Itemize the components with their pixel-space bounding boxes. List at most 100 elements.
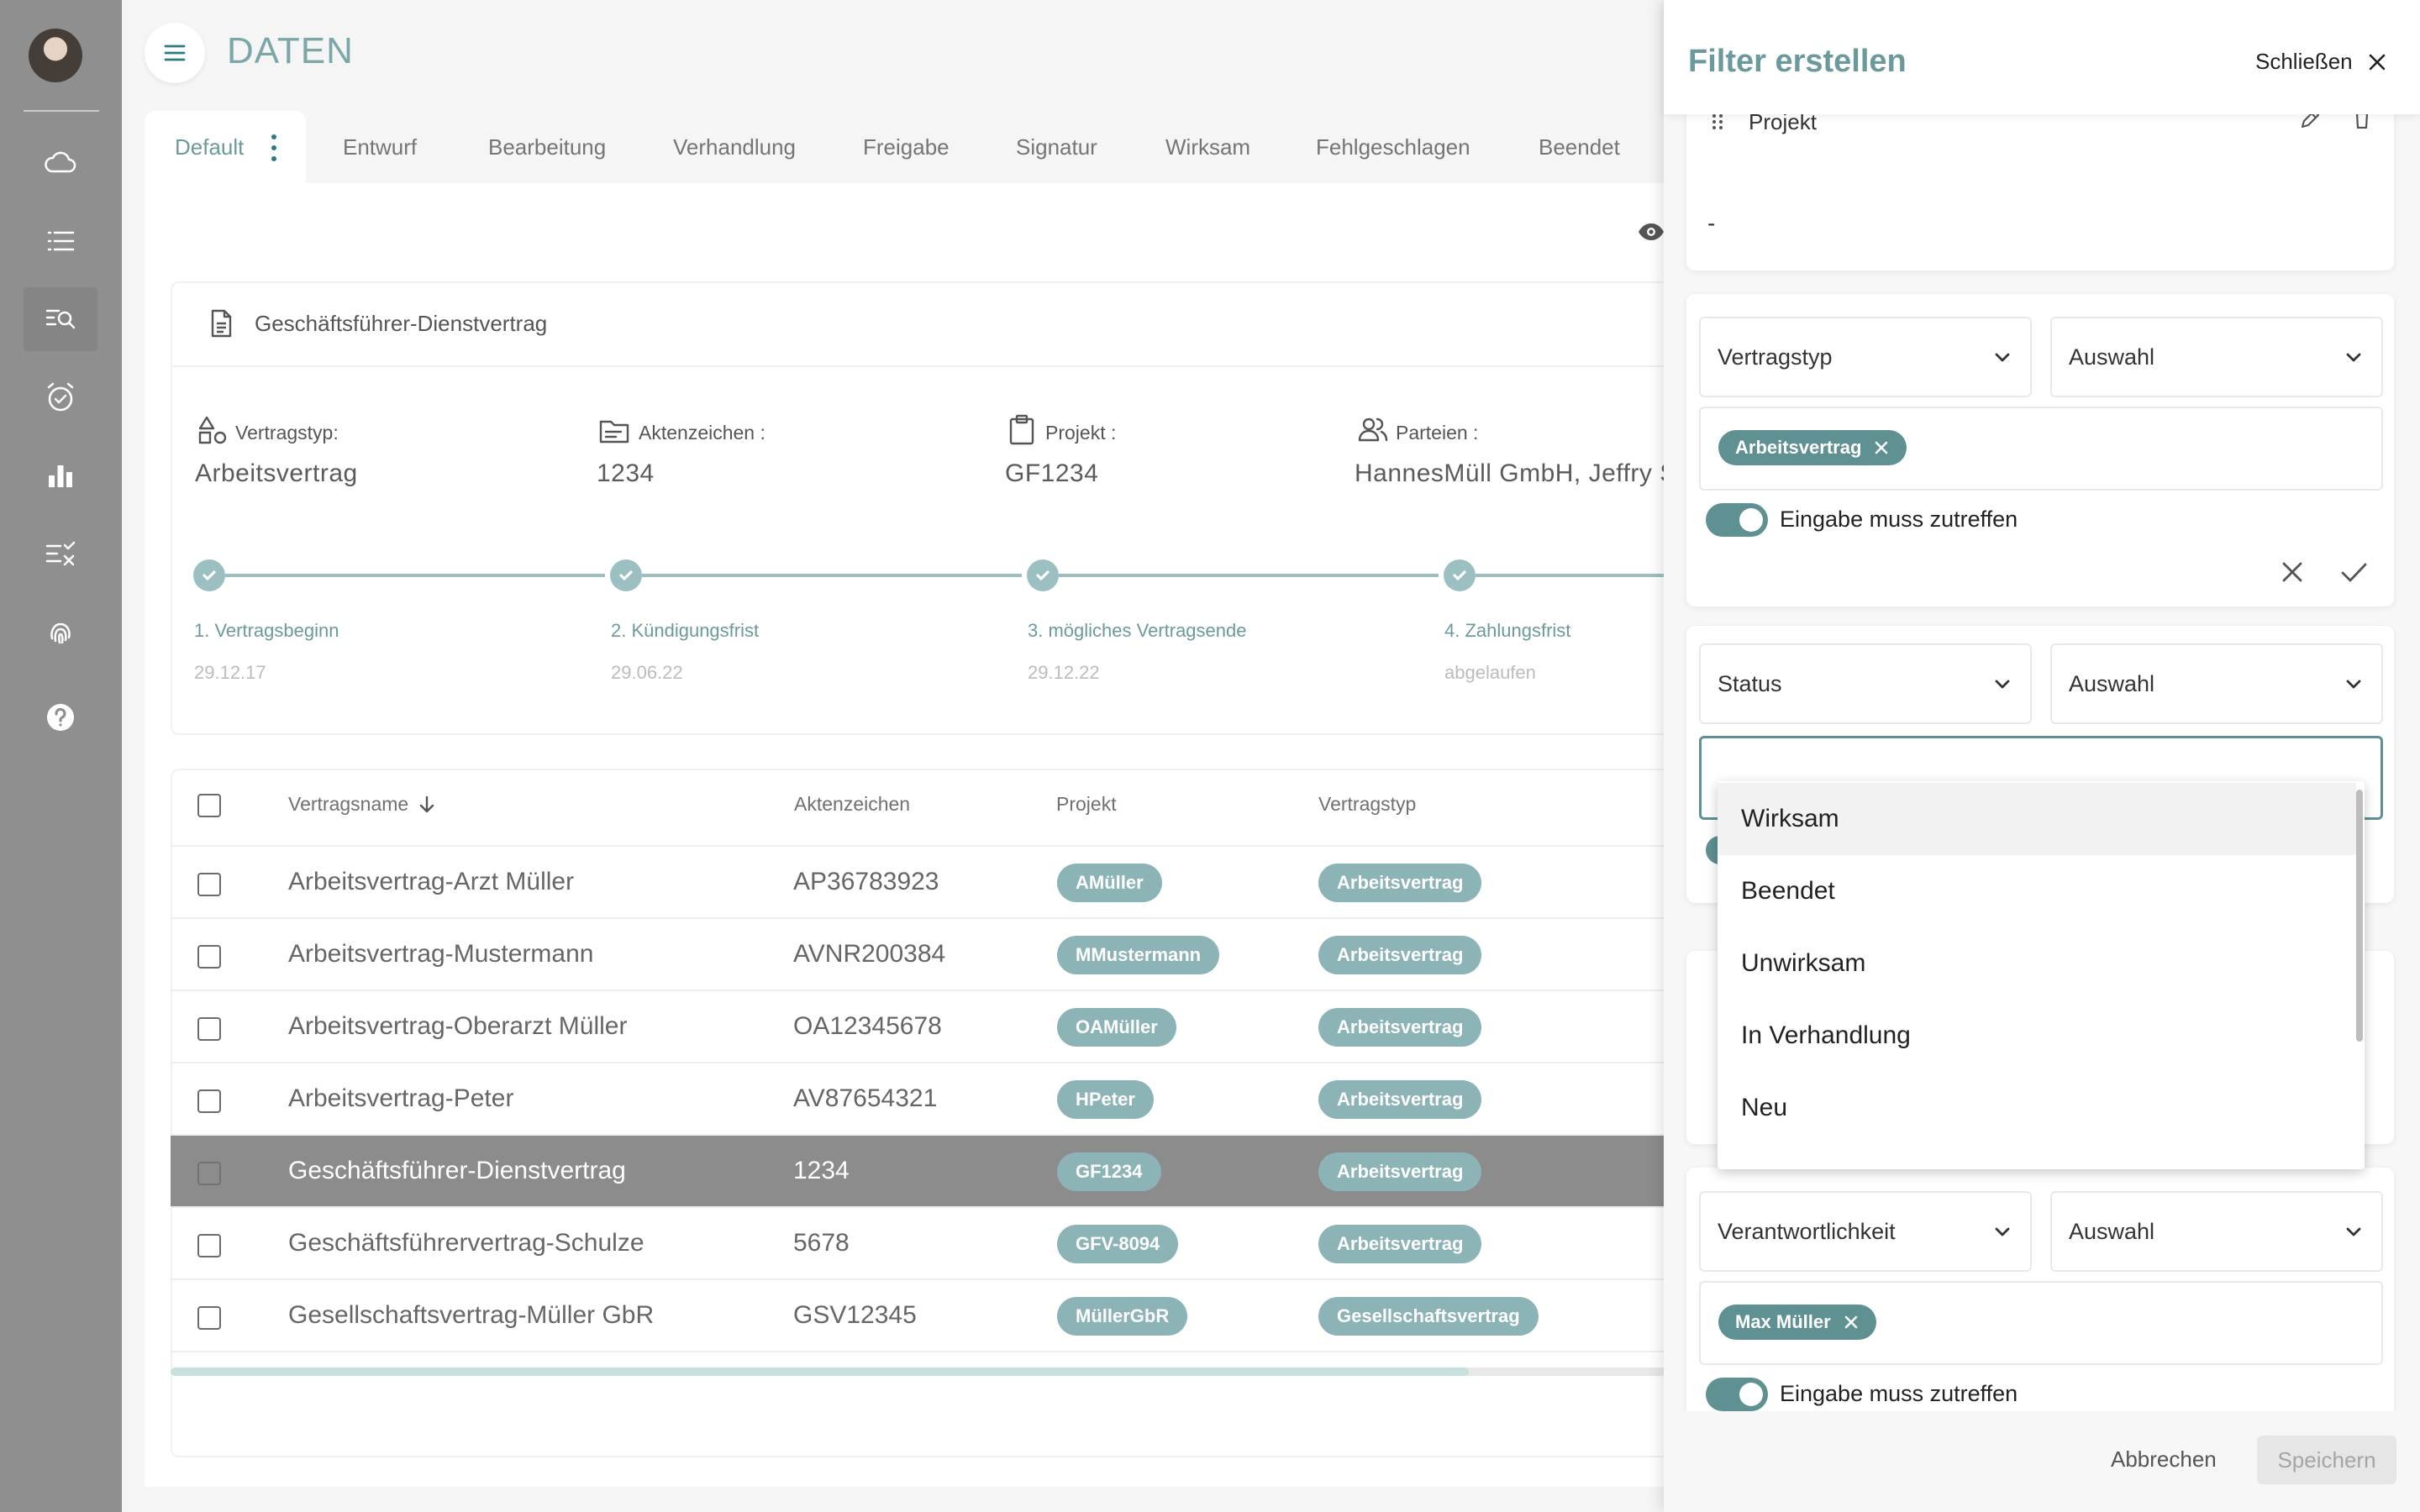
sidebar-item-help[interactable] bbox=[24, 685, 97, 749]
drag-handle-icon[interactable] bbox=[1711, 112, 1724, 132]
tab-options-icon[interactable] bbox=[266, 134, 282, 161]
check-icon bbox=[619, 570, 633, 580]
match-toggle[interactable] bbox=[1706, 1378, 1768, 1411]
sidebar-item-cloud[interactable] bbox=[24, 131, 97, 195]
dropdown-option[interactable]: Wirksam bbox=[1718, 783, 2356, 855]
check-icon bbox=[1453, 570, 1466, 580]
sidebar-item-reports[interactable] bbox=[24, 444, 97, 507]
project-badge: HPeter bbox=[1057, 1080, 1154, 1119]
timeline-step-2 bbox=[610, 559, 642, 591]
field-select-verantwortlichkeit[interactable]: Verantwortlichkeit bbox=[1699, 1191, 2032, 1272]
sidebar-item-deadlines[interactable] bbox=[24, 365, 97, 429]
dropdown-scrollbar[interactable] bbox=[2356, 790, 2363, 1042]
row-checkbox[interactable] bbox=[197, 1306, 221, 1330]
confirm-icon[interactable] bbox=[2339, 559, 2368, 585]
tab-entwurf[interactable]: Entwurf bbox=[343, 134, 418, 160]
timeline-label: 1. Vertragsbeginn bbox=[194, 620, 339, 641]
value-chip[interactable]: Arbeitsvertrag bbox=[1718, 430, 1907, 465]
sidebar-item-list[interactable] bbox=[24, 209, 97, 273]
dropdown-option[interactable]: Unwirksam bbox=[1741, 949, 1866, 977]
chip-label: Max Müller bbox=[1735, 1311, 1831, 1332]
cell-vertragsname: Gesellschaftsvertrag-Müller GbR bbox=[288, 1301, 655, 1329]
user-avatar[interactable] bbox=[29, 29, 82, 82]
field-select-status[interactable]: Status bbox=[1699, 643, 2032, 724]
column-header-vertragstyp[interactable]: Vertragstyp bbox=[1318, 793, 1417, 815]
timeline-date: 29.12.22 bbox=[1028, 662, 1100, 683]
table-row[interactable] bbox=[171, 847, 1683, 919]
menu-button[interactable] bbox=[145, 23, 205, 83]
bar-chart-icon bbox=[49, 465, 72, 487]
field-value-vertragstyp: Arbeitsvertrag bbox=[195, 459, 358, 487]
clipboard-icon bbox=[1005, 413, 1039, 447]
timeline-segment bbox=[225, 574, 605, 577]
operator-select-status[interactable]: Auswahl bbox=[2050, 643, 2383, 724]
operator-select-vertragstyp[interactable]: Auswahl bbox=[2050, 317, 2383, 397]
row-checkbox[interactable] bbox=[197, 873, 221, 896]
cancel-button[interactable]: Abbrechen bbox=[2111, 1446, 2217, 1472]
tab-beendet[interactable]: Beendet bbox=[1539, 134, 1620, 160]
row-checkbox[interactable] bbox=[197, 1089, 221, 1113]
row-checkbox[interactable] bbox=[197, 1162, 221, 1185]
cell-vertragsname: Arbeitsvertrag-Mustermann bbox=[288, 940, 594, 968]
select-value: Auswahl bbox=[2069, 344, 2155, 370]
select-value: Vertragstyp bbox=[1718, 344, 1833, 370]
sidebar-item-search[interactable] bbox=[24, 287, 97, 351]
cell-vertragsname: Geschäftsführer-Dienstvertrag bbox=[288, 1157, 626, 1184]
dropdown-option[interactable]: Neu bbox=[1741, 1094, 1788, 1121]
value-chip[interactable]: Max Müller bbox=[1718, 1305, 1876, 1340]
timeline-step-4 bbox=[1444, 559, 1476, 591]
chip-label: Arbeitsvertrag bbox=[1735, 437, 1862, 458]
horizontal-scrollbar-thumb[interactable] bbox=[171, 1368, 1469, 1376]
cell-aktenzeichen: GSV12345 bbox=[793, 1301, 917, 1329]
tab-freigabe[interactable]: Freigabe bbox=[863, 134, 950, 160]
eye-icon[interactable] bbox=[1637, 220, 1665, 244]
tab-fehlgeschlagen[interactable]: Fehlgeschlagen bbox=[1316, 134, 1470, 160]
save-button[interactable]: Speichern bbox=[2257, 1436, 2396, 1484]
field-select-vertragstyp[interactable]: Vertragstyp bbox=[1699, 317, 2032, 397]
select-all-checkbox[interactable] bbox=[197, 794, 221, 817]
alarm-check-icon bbox=[47, 382, 74, 412]
cell-aktenzeichen: AP36783923 bbox=[793, 868, 939, 895]
dropdown-option[interactable]: Beendet bbox=[1741, 877, 1835, 905]
timeline-segment bbox=[642, 574, 1022, 577]
column-header-vertragsname[interactable]: Vertragsname bbox=[288, 793, 435, 816]
tab-bearbeitung[interactable]: Bearbeitung bbox=[488, 134, 607, 160]
sidebar-item-tasks[interactable] bbox=[24, 522, 97, 585]
table-row[interactable] bbox=[171, 1063, 1683, 1136]
cell-vertragsname: Arbeitsvertrag-Arzt Müller bbox=[288, 868, 575, 895]
chevron-down-icon bbox=[2346, 353, 2361, 362]
filter-value: - bbox=[1707, 210, 1716, 236]
table-row[interactable] bbox=[171, 1208, 1683, 1280]
row-checkbox[interactable] bbox=[197, 1234, 221, 1257]
row-checkbox[interactable] bbox=[197, 1017, 221, 1041]
table-row[interactable] bbox=[171, 919, 1683, 991]
row-checkbox[interactable] bbox=[197, 945, 221, 969]
close-button[interactable]: Schließen bbox=[2255, 49, 2386, 75]
select-value: Auswahl bbox=[2069, 670, 2155, 696]
type-badge: Gesellschaftsvertrag bbox=[1318, 1297, 1539, 1336]
tab-signatur[interactable]: Signatur bbox=[1016, 134, 1097, 160]
table-row[interactable] bbox=[171, 991, 1683, 1063]
tab-verhandlung[interactable]: Verhandlung bbox=[673, 134, 797, 160]
tab-default[interactable] bbox=[145, 111, 306, 185]
table-header-divider bbox=[171, 845, 1683, 847]
column-header-projekt[interactable]: Projekt bbox=[1056, 793, 1117, 815]
project-badge: GF1234 bbox=[1057, 1152, 1161, 1191]
discard-icon[interactable] bbox=[2279, 559, 2306, 585]
tab-wirksam[interactable]: Wirksam bbox=[1165, 134, 1251, 160]
chevron-down-icon bbox=[2346, 680, 2361, 689]
dropdown-option[interactable]: In Verhandlung bbox=[1741, 1021, 1911, 1049]
column-header-aktenzeichen[interactable]: Aktenzeichen bbox=[794, 793, 911, 815]
tab-default-label[interactable]: Default bbox=[175, 134, 245, 160]
type-badge: Arbeitsvertrag bbox=[1318, 936, 1482, 974]
sidebar-item-signature[interactable] bbox=[24, 600, 97, 664]
match-toggle[interactable] bbox=[1706, 503, 1768, 537]
cell-aktenzeichen: AVNR200384 bbox=[793, 940, 946, 968]
operator-select-verantwortlichkeit[interactable]: Auswahl bbox=[2050, 1191, 2383, 1272]
close-icon[interactable] bbox=[1873, 439, 1890, 456]
table-row[interactable] bbox=[171, 1280, 1683, 1352]
close-icon[interactable] bbox=[1843, 1314, 1860, 1331]
timeline-label: 2. Kündigungsfrist bbox=[611, 620, 760, 641]
arrow-down-icon bbox=[420, 795, 434, 812]
page-title: DATEN bbox=[227, 30, 354, 71]
